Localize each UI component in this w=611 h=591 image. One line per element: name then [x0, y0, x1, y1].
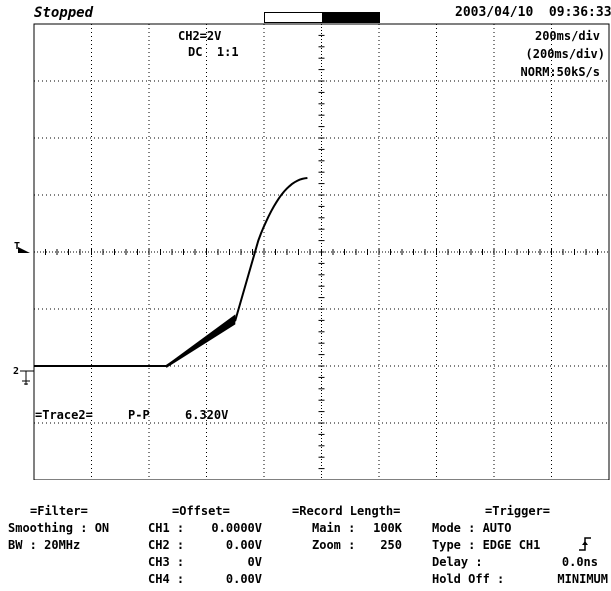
offset-ch3-value: 0V — [247, 555, 262, 569]
record-position-bar — [264, 12, 380, 23]
smoothing-setting: Smoothing : ON — [8, 521, 110, 535]
offset-ch2-value: 0.00V — [225, 538, 262, 552]
offset-ch4-label: CH4 : — [148, 572, 185, 586]
rising-edge-icon — [579, 537, 591, 551]
trace-noise-band — [166, 314, 236, 368]
ch2-ground-marker — [20, 370, 34, 385]
bandwidth-setting: BW : 20MHz — [8, 538, 81, 552]
filter-title: =Filter= — [30, 504, 88, 518]
record-main-value: 100K — [373, 521, 402, 535]
trigger-delay-value: 0.0ns — [561, 555, 598, 569]
ch-scale: CH2=2V — [178, 29, 222, 43]
measure-name: P-P — [128, 408, 150, 422]
offset-ch1-label: CH1 : — [148, 521, 185, 535]
record-position-fill — [322, 13, 379, 22]
offset-ch1-value: 0.0000V — [211, 521, 262, 535]
mode-rate: NORM:50kS/s — [520, 65, 600, 79]
record-zoom-label: Zoom : — [312, 538, 356, 552]
timebase: 200ms/div — [534, 29, 600, 43]
timebase-sub: (200ms/div) — [525, 47, 605, 61]
trace-label: =Trace2= — [35, 408, 93, 422]
record-zoom-value: 250 — [380, 538, 402, 552]
offset-ch3-label: CH3 : — [148, 555, 185, 569]
offset-ch4-value: 0.00V — [225, 572, 262, 586]
trigger-holdoff-value: MINIMUM — [557, 572, 608, 586]
trigger-mode: Mode : AUTO — [432, 521, 512, 535]
waveform-display — [18, 23, 610, 480]
offset-title: =Offset= — [172, 504, 230, 518]
ch2-trace — [34, 177, 308, 367]
offset-ch2-label: CH2 : — [148, 538, 185, 552]
measure-value: 6.320V — [185, 408, 229, 422]
graticule — [33, 23, 610, 480]
acquisition-status: Stopped — [34, 5, 94, 21]
trigger-level-marker — [18, 247, 30, 253]
ch-marker-label: 2 — [13, 366, 20, 377]
trigger-marker-label: T — [14, 241, 21, 252]
record-title: =Record Length= — [292, 504, 401, 518]
trigger-delay-label: Delay : — [432, 555, 483, 569]
coupling: DC 1:1 — [188, 45, 239, 59]
trigger-holdoff-label: Hold Off : — [432, 572, 505, 586]
trigger-title: =Trigger= — [485, 504, 551, 518]
date-time: 2003/04/10 09:36:33 — [455, 5, 611, 20]
record-main-label: Main : — [312, 521, 356, 535]
trigger-type: Type : EDGE CH1 — [432, 538, 541, 552]
